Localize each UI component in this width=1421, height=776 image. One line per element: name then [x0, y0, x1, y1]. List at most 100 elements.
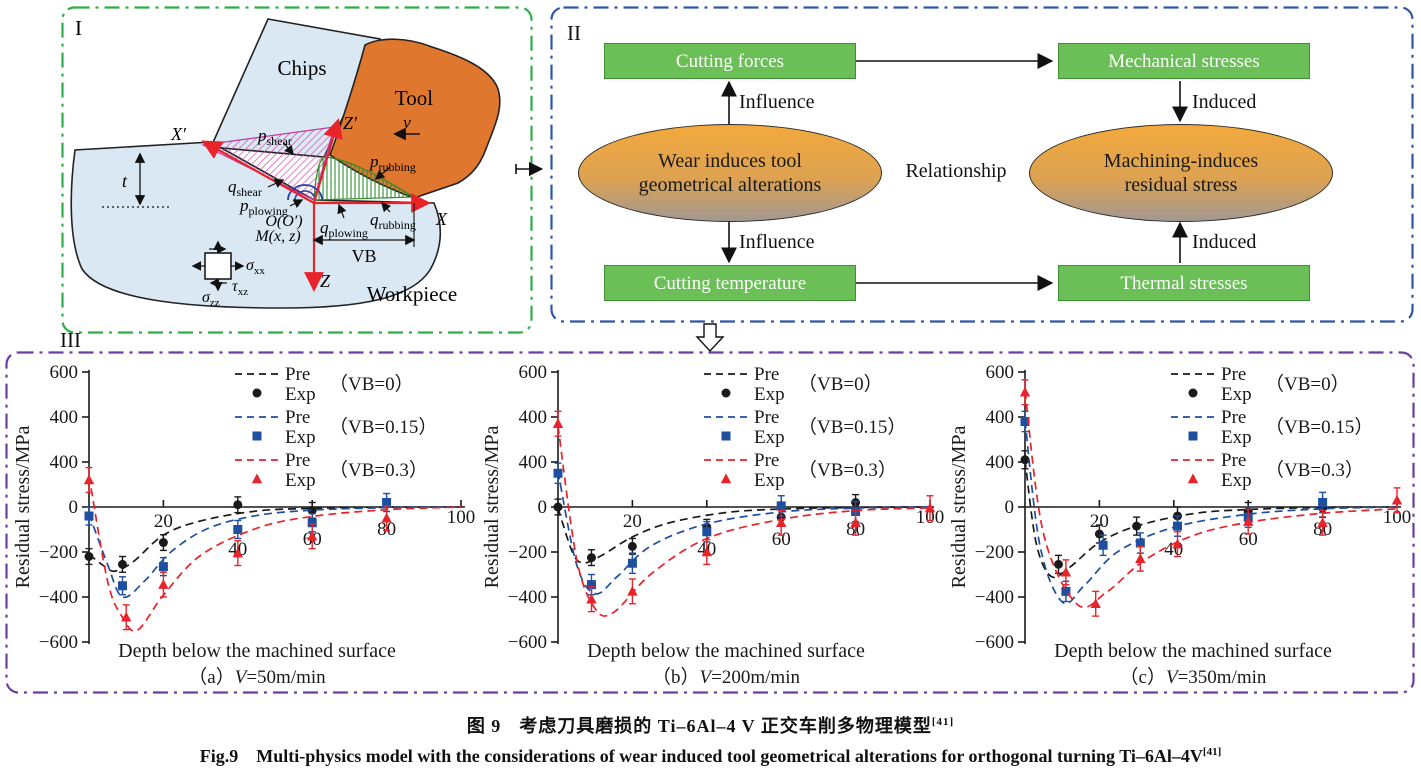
- origin-label: O(O′): [265, 213, 302, 230]
- legend-pre-label: Pre: [1221, 450, 1246, 471]
- legend-vb-label: （VB=0.15）: [1265, 416, 1373, 438]
- data-point-marker: [1061, 586, 1071, 596]
- x-axis-title: Depth below the machined surface: [587, 640, 865, 662]
- y-tick-label: −200: [975, 542, 1014, 563]
- data-point-marker: [701, 546, 712, 557]
- legend-exp-label: Exp: [754, 427, 785, 448]
- label-induced-bottom: Induced: [1192, 231, 1257, 253]
- chart-2-series-pre-vb-0-3-: [1024, 391, 1398, 609]
- pre-curve: [557, 506, 931, 564]
- pre-curve: [1024, 391, 1398, 609]
- q-rubbing-pointer: [381, 201, 392, 213]
- chart-caption: （b）V=200m/min: [652, 666, 800, 688]
- x-tick-label: 20: [623, 511, 642, 532]
- data-point-marker: [117, 559, 127, 569]
- data-point-marker: [1172, 538, 1183, 549]
- chart-0-plot: 6004004000−200−400−60020406080100Residua…: [12, 362, 476, 688]
- chart-2-series-pre-vb-0-: [1024, 459, 1398, 579]
- vb-label: VB: [351, 246, 376, 266]
- p-shear-label: pshear: [257, 126, 292, 148]
- legend-marker-swatch: [252, 431, 262, 441]
- data-point-marker: [84, 552, 94, 561]
- t-label: t: [122, 171, 128, 191]
- legend-pre-label: Pre: [754, 450, 779, 471]
- x-tick-label: 20: [154, 511, 173, 532]
- caption-index: （c）: [1120, 666, 1166, 688]
- legend-marker-swatch: [1187, 473, 1199, 484]
- y-axis-title: Residual stress/MPa: [482, 425, 503, 588]
- y-tick-label: 0: [69, 497, 79, 518]
- legend-marker-swatch: [1188, 431, 1198, 441]
- chart-1-plot: 6004004000−200−400−60020406080100Residua…: [481, 362, 944, 688]
- pre-curve: [557, 471, 931, 595]
- pre-curve: [88, 475, 462, 632]
- q-shear-pointer: [267, 179, 285, 188]
- chart-0-series-pre-vb-0-: [88, 506, 462, 573]
- x-axis-title: Depth below the machined surface: [1054, 640, 1332, 662]
- y-axis-title: Residual stress/MPa: [13, 425, 34, 588]
- plowing-arc-outer: [287, 184, 323, 201]
- label-influence-top: Influence: [739, 91, 815, 113]
- data-point-marker: [1020, 455, 1030, 465]
- data-point-marker: [121, 611, 132, 622]
- panel-flowchart: II Cutting forces Mechanical stresses Cu…: [551, 7, 1412, 322]
- data-point-marker: [1053, 559, 1063, 569]
- panel-i-label: I: [75, 16, 82, 40]
- data-point-marker: [1135, 553, 1146, 563]
- schematic-drawing: I Chips Tool Workpiece v X′ Z′ X Z t VB …: [70, 16, 501, 309]
- data-point-marker: [1135, 538, 1145, 548]
- box-cutting-forces: Cutting forces: [604, 43, 856, 79]
- legend-marker-swatch: [1188, 388, 1198, 398]
- z-prime-label: Z′: [343, 113, 358, 133]
- chart-caption: （a）V=50m/min: [188, 666, 326, 688]
- data-point-marker: [1132, 521, 1142, 531]
- workpiece-label: Workpiece: [367, 282, 457, 306]
- x-prime-axis-arrow: [201, 140, 315, 204]
- legend-marker-swatch: [252, 388, 262, 398]
- y-tick-label: 400: [986, 407, 1015, 428]
- data-point-marker: [83, 474, 95, 485]
- data-point-marker: [233, 525, 243, 534]
- chart-1-series-exp-vb-0-3-: [552, 410, 936, 613]
- sigma-xx-label: σxx: [246, 257, 265, 277]
- y-tick-label: −600: [975, 632, 1014, 653]
- legend-pre-label: Pre: [754, 407, 779, 428]
- chart-c: 600 400 400 0 −200 −400 −600 20 40 60 80 100 Residua…: [948, 352, 1417, 692]
- legend-exp-label: Exp: [1221, 427, 1252, 448]
- data-point-marker: [1094, 529, 1104, 539]
- chart-0-series-pre-vb-0-3-: [88, 475, 462, 632]
- data-point-marker: [1243, 516, 1254, 526]
- chart-1-series-exp-vb-0-15-: [553, 462, 861, 596]
- label-relationship: Relationship: [905, 160, 1007, 182]
- legend-vb-label: （VB=0.3）: [1265, 459, 1364, 481]
- legend-exp-label: Exp: [754, 384, 785, 405]
- data-point-marker: [84, 511, 94, 521]
- caption-value: =350m/min: [1178, 667, 1267, 688]
- legend-vb-label: （VB=0.3）: [329, 459, 428, 481]
- caption-en-ref: [41]: [1202, 746, 1222, 758]
- data-point-marker: [158, 562, 168, 572]
- caption-en-text: Multi-physics model with the considerati…: [256, 746, 1203, 766]
- q-shear-label: qshear: [228, 177, 262, 199]
- y-tick-label: 400: [519, 407, 548, 428]
- data-point-marker: [1098, 540, 1108, 550]
- ellipse-machining-line1: Machining-induces: [1103, 150, 1259, 172]
- box-mechanical-stresses: Mechanical stresses: [1058, 43, 1310, 79]
- label-induced-top: Induced: [1192, 91, 1257, 113]
- data-point-marker: [552, 418, 564, 428]
- q-plowing-pointer: [337, 203, 347, 219]
- data-point-marker: [1391, 494, 1403, 505]
- panel-iii-label: III: [60, 328, 81, 352]
- caption-variable: V: [1166, 667, 1180, 688]
- panel-ii-border: [550, 6, 1414, 323]
- y-tick-label: 400: [50, 407, 79, 428]
- y-tick-label: −200: [508, 542, 547, 563]
- chart-0-series-exp-vb-0-: [84, 496, 317, 573]
- x-tick-label: 100: [447, 507, 476, 528]
- data-point-marker: [850, 517, 861, 527]
- point-m-label: M(x, z): [254, 228, 300, 245]
- chart-2-series-pre-vb-0-15-: [1024, 420, 1398, 605]
